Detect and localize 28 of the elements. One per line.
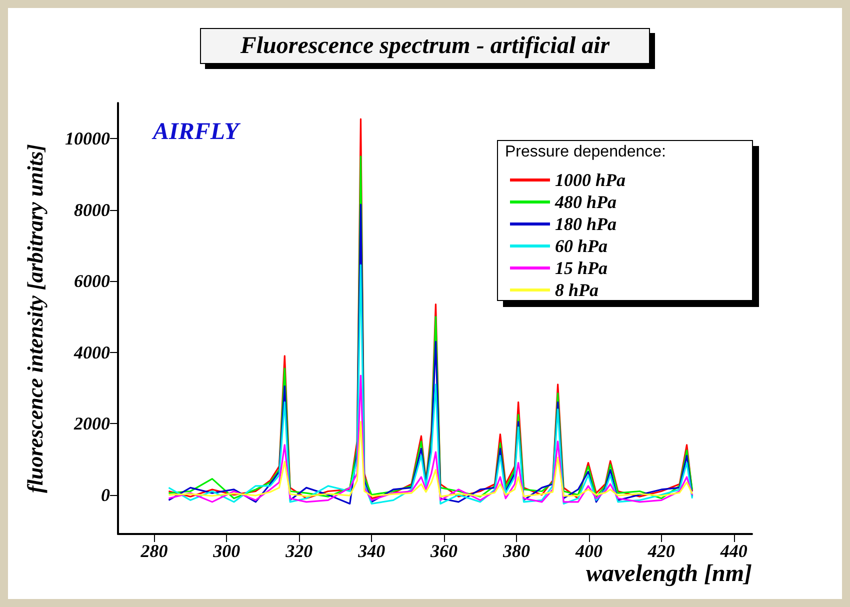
- legend-label: 15 hPa: [555, 258, 608, 278]
- annotation: AIRFLY: [151, 119, 242, 145]
- x-tick-label: 340: [357, 541, 386, 561]
- y-tick-label: 8000: [74, 200, 110, 220]
- legend-title: Pressure dependence:: [505, 144, 666, 160]
- x-tick-label: 300: [212, 541, 240, 561]
- chart-title: Fluorescence spectrum - artificial air: [239, 33, 610, 59]
- y-tick-label: 6000: [74, 271, 110, 292]
- legend-label: 8 hPa: [555, 280, 599, 300]
- x-tick-label: 320: [284, 541, 313, 561]
- y-axis-title: fluorescence intensity [arbitrary units]: [22, 144, 48, 493]
- x-tick-label: 440: [719, 541, 748, 561]
- legend-label: 60 hPa: [555, 236, 608, 256]
- y-tick-label: 4000: [73, 342, 110, 362]
- x-tick-label: 400: [574, 541, 602, 561]
- x-tick-label: 420: [646, 541, 675, 561]
- legend-label: 180 hPa: [555, 214, 617, 234]
- legend-label: 480 hPa: [554, 192, 617, 212]
- y-tick-label: 0: [101, 484, 110, 505]
- y-tick-label: 10000: [65, 128, 110, 149]
- line-series: [168, 421, 694, 498]
- y-tick-label: 2000: [73, 414, 110, 434]
- x-tick-label: 360: [430, 541, 458, 561]
- x-axis-title: wavelength [nm]: [586, 561, 752, 587]
- x-tick-label: 280: [140, 541, 168, 561]
- legend-label: 1000 hPa: [555, 170, 626, 190]
- x-tick-label: 380: [502, 541, 530, 561]
- line-series: [168, 374, 694, 503]
